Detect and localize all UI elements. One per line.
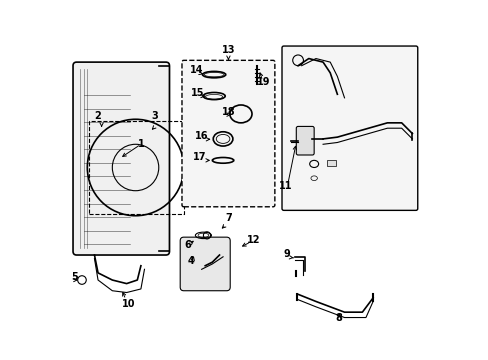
Text: 13: 13 — [221, 45, 235, 55]
Text: 10: 10 — [122, 299, 135, 309]
Text: 5: 5 — [71, 272, 78, 282]
FancyBboxPatch shape — [180, 237, 230, 291]
Text: 6: 6 — [183, 240, 190, 250]
Text: 16: 16 — [195, 131, 208, 141]
Text: 19: 19 — [257, 77, 270, 87]
Text: 15: 15 — [191, 88, 204, 98]
FancyBboxPatch shape — [296, 126, 313, 155]
FancyBboxPatch shape — [73, 62, 169, 255]
Text: 14: 14 — [189, 65, 203, 75]
Text: 17: 17 — [193, 152, 206, 162]
Text: 9: 9 — [284, 249, 290, 259]
Text: 1: 1 — [137, 139, 144, 149]
Text: 8: 8 — [335, 313, 342, 323]
Text: 2: 2 — [95, 111, 101, 121]
Text: 12: 12 — [246, 234, 260, 244]
Text: 18: 18 — [221, 107, 235, 117]
Bar — [89, 121, 183, 214]
FancyBboxPatch shape — [182, 60, 274, 207]
Text: 3: 3 — [151, 111, 158, 121]
FancyBboxPatch shape — [282, 46, 417, 210]
Text: 4: 4 — [187, 256, 194, 266]
Text: 7: 7 — [224, 213, 231, 223]
Text: 11: 11 — [278, 181, 292, 191]
Bar — [326, 160, 335, 166]
